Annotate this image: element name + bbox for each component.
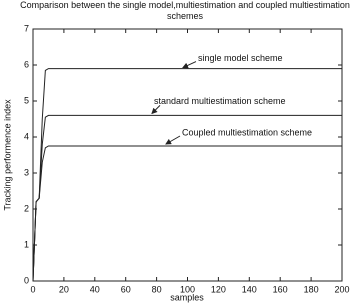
- x-tick-label: 140: [242, 284, 257, 294]
- x-tick-label: 60: [121, 284, 131, 294]
- series-label: Coupled multiestimation scheme: [182, 127, 312, 137]
- y-tick-label: 7: [24, 23, 29, 33]
- x-tick-label: 180: [304, 284, 319, 294]
- plot-frame: [32, 28, 343, 282]
- x-tick-label: 160: [273, 284, 288, 294]
- chart-title: Comparison between the single model,mult…: [20, 0, 350, 21]
- x-tick-label: 120: [211, 284, 226, 294]
- label-arrow: [165, 135, 181, 145]
- series-label: standard multiestimation scheme: [154, 96, 286, 106]
- label-arrow: [151, 105, 161, 115]
- y-tick-label: 4: [24, 131, 29, 141]
- y-tick-label: 5: [24, 95, 29, 105]
- series-line: [32, 145, 342, 282]
- x-tick-label: 0: [30, 284, 35, 294]
- x-tick-label: 100: [180, 284, 195, 294]
- y-tick-label: 1: [24, 239, 29, 249]
- y-tick-label: 0: [24, 275, 29, 285]
- series-line: [32, 114, 342, 282]
- x-tick-label: 40: [90, 284, 100, 294]
- x-tick-label: 200: [334, 284, 349, 294]
- y-tick-label: 2: [24, 203, 29, 213]
- x-axis-label: samples: [170, 292, 204, 302]
- y-tick-label: 3: [24, 167, 29, 177]
- series-label: single model scheme: [198, 53, 283, 63]
- x-tick-label: 20: [59, 284, 69, 294]
- y-tick-label: 6: [24, 59, 29, 69]
- y-axis-label: Tracking performence index: [2, 99, 12, 211]
- x-tick-label: 80: [152, 284, 162, 294]
- label-arrow: [182, 61, 197, 69]
